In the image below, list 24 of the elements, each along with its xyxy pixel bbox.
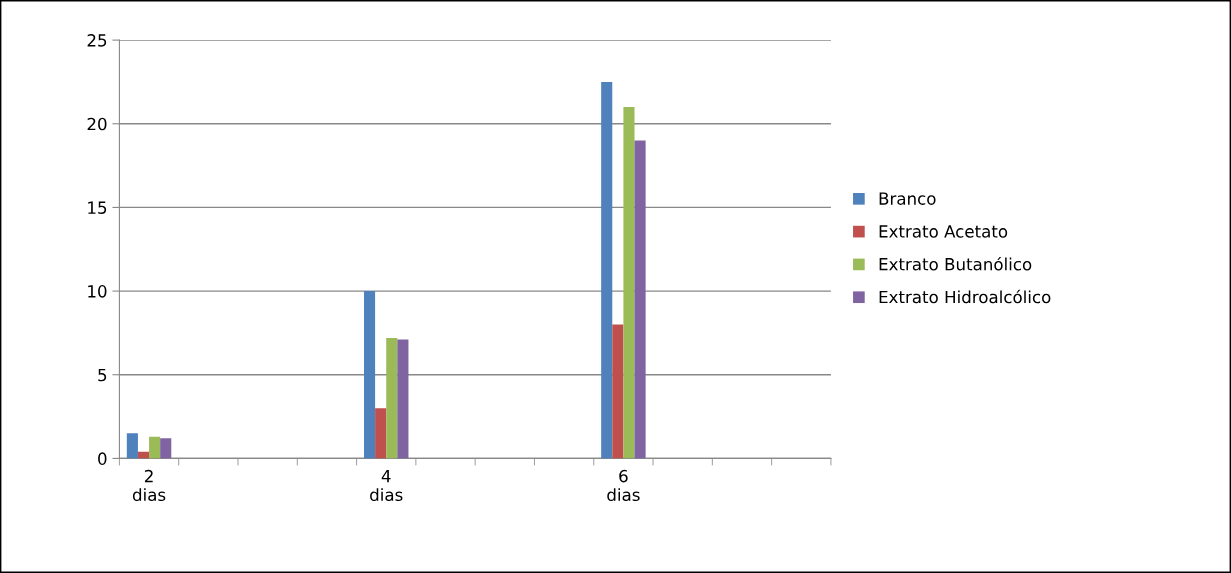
legend-label: Extrato Butanólico [879, 256, 1032, 271]
legend-label: Extrato Acetato [879, 225, 1008, 238]
y-tick-label: 25 [87, 34, 107, 47]
bar [375, 408, 387, 459]
bar [386, 337, 398, 459]
bar [149, 436, 161, 459]
x-tick-label: 4 dias [370, 470, 403, 502]
legend-label: Extrato Hidroalcólico [879, 289, 1051, 304]
y-tick-label: 15 [88, 201, 107, 214]
x-tick-label: 2 dias [132, 469, 166, 502]
y-tick-label: 5 [98, 368, 107, 382]
y-tick-label: 20 [87, 117, 107, 131]
bar [126, 433, 138, 459]
x-tick-label: 6 dias [607, 469, 640, 502]
bar [612, 324, 624, 459]
bar [634, 140, 646, 459]
bar [363, 291, 376, 459]
legend-label: Branco [879, 192, 936, 205]
y-tick-label: 0 [98, 452, 107, 465]
bar [160, 438, 172, 459]
bar [623, 107, 635, 459]
y-tick-label: 10 [88, 285, 107, 298]
bar [397, 339, 409, 459]
bar [601, 81, 613, 459]
